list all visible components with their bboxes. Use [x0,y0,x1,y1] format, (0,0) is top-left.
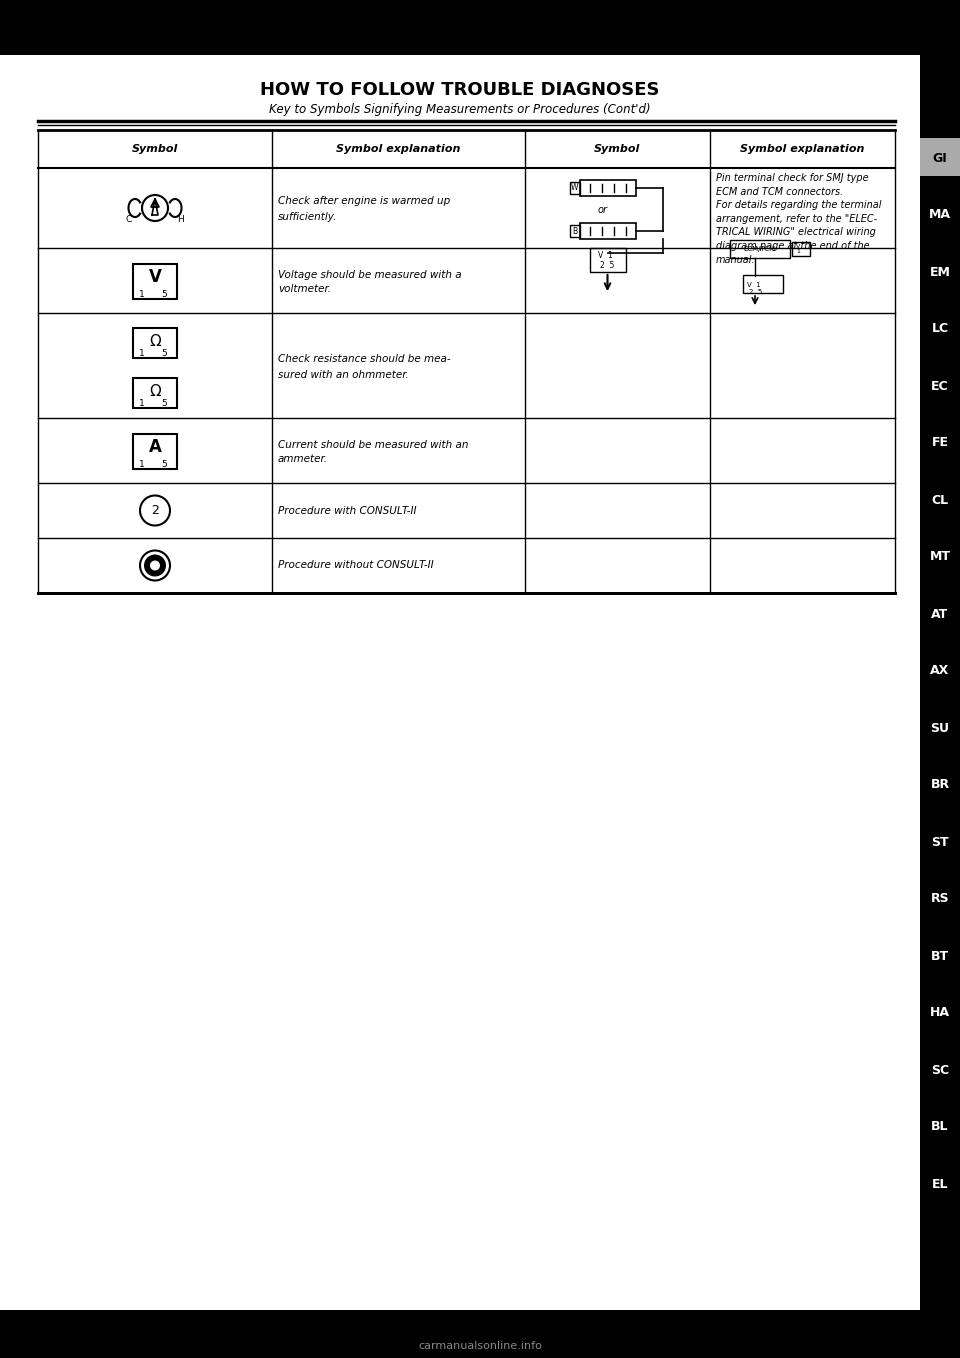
Text: V  1: V 1 [747,282,760,288]
Text: W: W [571,183,578,193]
Text: ST: ST [931,835,948,849]
Text: GI-35: GI-35 [439,1313,481,1327]
Circle shape [150,561,160,570]
Text: H: H [177,216,183,224]
Text: Ω: Ω [149,334,161,349]
Text: 5: 5 [161,349,167,359]
Bar [133,433,177,469]
Bar [569,225,580,238]
Text: CL: CL [931,493,948,507]
Text: MA: MA [929,209,951,221]
Bar [920,139,960,177]
Text: BL: BL [931,1120,948,1134]
Bar [133,263,177,299]
Text: Check resistance should be mea-: Check resistance should be mea- [278,353,450,364]
Bar [743,276,783,293]
Bar [580,223,636,239]
Text: V: V [149,268,161,285]
Text: Symbol: Symbol [132,144,179,153]
Text: 5: 5 [161,399,167,407]
Text: GI: GI [932,152,948,164]
Text: Voltage should be measured with a: Voltage should be measured with a [278,269,462,280]
Text: AT: AT [931,607,948,621]
Text: 1: 1 [139,460,145,469]
Text: BT: BT [931,949,949,963]
Text: ECM/TCM: ECM/TCM [743,246,775,253]
Text: Pin terminal check for SMJ type
ECM and TCM connectors.
For details regarding th: Pin terminal check for SMJ type ECM and … [716,172,881,265]
Text: FE: FE [931,436,948,449]
Text: Procedure without CONSULT-II: Procedure without CONSULT-II [278,561,434,570]
Text: voltmeter.: voltmeter. [278,284,331,295]
Text: 2: 2 [151,504,159,517]
Text: RS: RS [930,892,949,906]
Text: ammeter.: ammeter. [278,455,328,464]
Bar [569,182,580,194]
Text: 2  5: 2 5 [749,289,762,295]
Text: 1: 1 [139,399,145,407]
Text: 5: 5 [161,291,167,299]
Text: carmanualsonline.info: carmanualsonline.info [418,1340,542,1351]
Text: C: C [125,216,132,224]
Text: SU: SU [930,721,949,735]
Text: 1: 1 [139,291,145,299]
Text: Symbol explanation: Symbol explanation [740,144,865,153]
Text: LC: LC [931,322,948,335]
Text: V
1: V 1 [796,244,801,254]
Bar [730,240,790,258]
Text: 2  5: 2 5 [599,262,613,270]
Text: A: A [149,437,161,455]
Bar [133,378,177,407]
Text: Symbol: Symbol [594,144,640,153]
Text: Check after engine is warmed up: Check after engine is warmed up [278,196,450,206]
Bar [792,242,810,257]
Text: 5: 5 [161,460,167,469]
Text: Key to Symbols Signifying Measurements or Procedures (Cont'd): Key to Symbols Signifying Measurements o… [269,103,651,117]
Text: HA: HA [930,1006,950,1020]
Text: sured with an ohmmeter.: sured with an ohmmeter. [278,369,409,379]
Text: V  1: V 1 [597,251,612,261]
Text: SC: SC [931,1063,949,1077]
Text: EM: EM [929,266,950,278]
Text: HOW TO FOLLOW TROUBLE DIAGNOSES: HOW TO FOLLOW TROUBLE DIAGNOSES [260,81,660,99]
Text: BR: BR [930,778,949,792]
Bar [580,181,636,196]
Text: EC: EC [931,379,948,392]
Bar [589,249,626,272]
Text: Procedure with CONSULT-II: Procedure with CONSULT-II [278,505,417,516]
Bar [133,327,177,357]
Text: MT: MT [929,550,950,564]
Text: 1: 1 [139,349,145,359]
Text: Ω: Ω [149,384,161,399]
Text: EL: EL [932,1177,948,1191]
Text: Current should be measured with an: Current should be measured with an [278,440,468,449]
Text: Symbol explanation: Symbol explanation [336,144,461,153]
Text: sufficiently.: sufficiently. [278,212,337,221]
Text: AX: AX [930,664,949,678]
Circle shape [144,554,166,577]
Text: or: or [597,205,608,215]
Text: B: B [572,227,577,235]
